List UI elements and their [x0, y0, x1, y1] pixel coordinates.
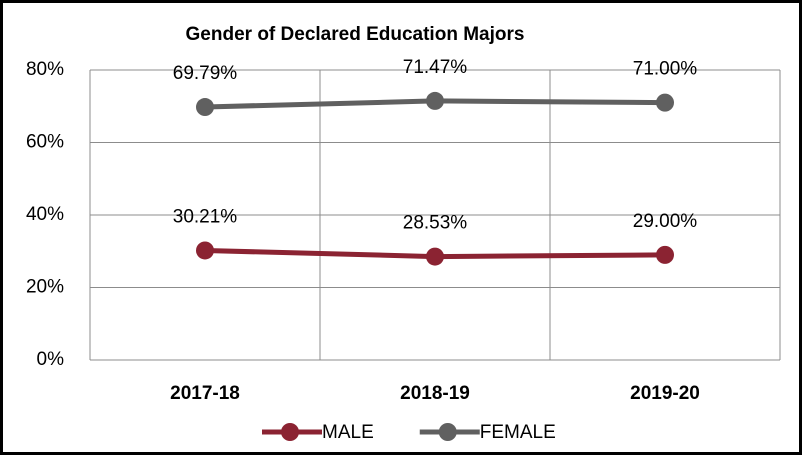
y-tick-label: 40%	[26, 204, 64, 225]
data-label: 71.00%	[633, 59, 698, 80]
data-point	[426, 247, 444, 266]
y-tick-label: 80%	[26, 59, 64, 80]
legend-label: MALE	[322, 422, 374, 443]
x-tick-label: 2017-18	[170, 383, 240, 404]
data-label: 71.47%	[403, 57, 468, 78]
legend-label: FEMALE	[480, 422, 556, 443]
data-point	[196, 98, 214, 117]
y-tick-label: 0%	[37, 349, 65, 370]
legend-marker	[438, 423, 457, 441]
data-point	[196, 241, 214, 260]
legend-marker	[281, 423, 299, 441]
y-tick-label: 20%	[26, 277, 64, 298]
data-label: 30.21%	[173, 207, 238, 228]
x-tick-label: 2018-19	[400, 383, 470, 404]
data-label: 69.79%	[173, 63, 238, 84]
data-point	[426, 91, 444, 110]
data-point	[656, 93, 674, 112]
y-tick-label: 60%	[26, 132, 64, 153]
x-tick-label: 2019-20	[630, 383, 700, 404]
chart-title: Gender of Declared Education Majors	[186, 24, 525, 45]
data-label: 29.00%	[633, 211, 698, 232]
data-point	[656, 245, 674, 264]
data-label: 28.53%	[403, 213, 468, 234]
